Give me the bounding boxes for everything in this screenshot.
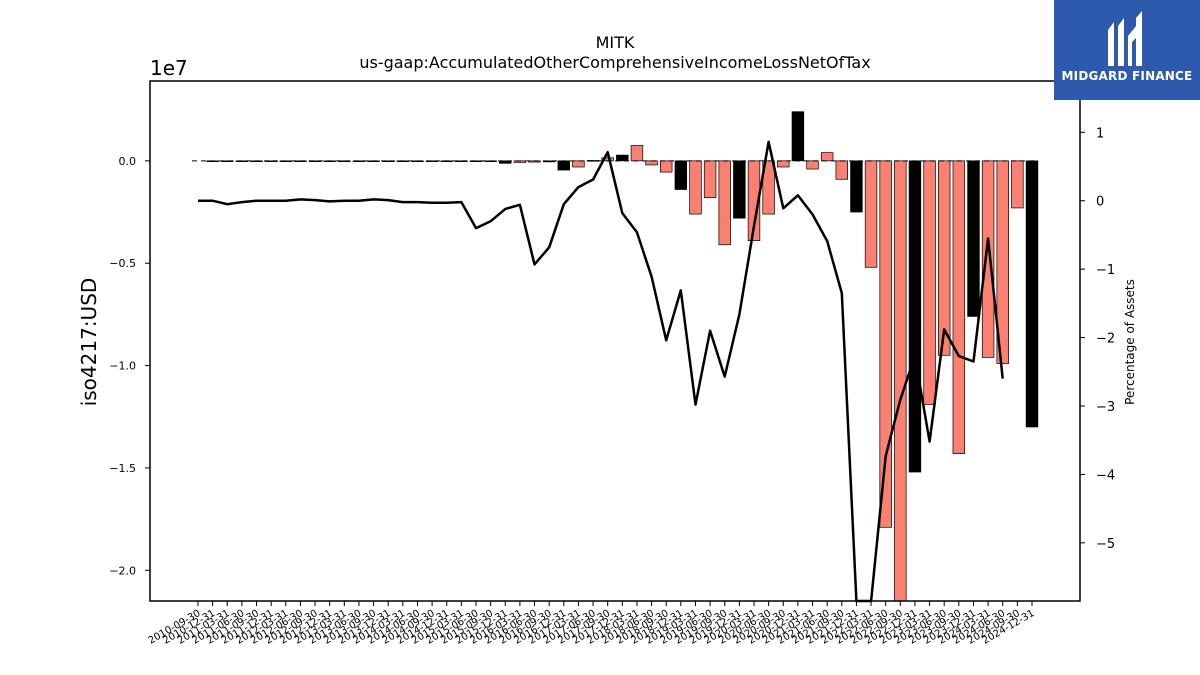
bar-2024-03-31 — [981, 160, 995, 358]
plot-area-frame — [149, 80, 1081, 602]
bar-2023-06-30 — [938, 160, 951, 356]
bar-2022-06-30 — [879, 160, 892, 528]
y-tick-label: −2.0 — [109, 564, 136, 577]
bar-2021-12-31 — [850, 160, 863, 213]
bar-2019-09-30 — [718, 160, 731, 246]
bar-2021-09-30 — [835, 160, 848, 180]
bar-2021-03-31 — [806, 160, 819, 170]
chart-title: MITK — [596, 33, 635, 52]
y2-tick-label: −1 — [1096, 263, 1115, 278]
y-tick-label: −1.5 — [109, 462, 136, 475]
bar-2018-12-31 — [674, 160, 688, 190]
bar-2018-06-30 — [645, 160, 658, 166]
y-tick-label: −1.0 — [109, 360, 136, 373]
bar-2024-09-30 — [1011, 160, 1024, 209]
bar-2022-09-30 — [894, 160, 907, 602]
bar-2023-12-31 — [967, 160, 980, 317]
bar-2022-03-31 — [864, 160, 878, 268]
bar-2018-09-30 — [660, 160, 673, 173]
bar-2020-09-30 — [777, 160, 790, 168]
chart-subtitle: us-gaap:AccumulatedOtherComprehensiveInc… — [359, 53, 870, 72]
y2-tick-label: 1 — [1096, 126, 1104, 141]
bar-2015-12-31 — [499, 160, 512, 164]
bar-2017-03-31 — [572, 160, 585, 168]
y2-tick-label: −5 — [1096, 537, 1115, 552]
bar-2018-03-31 — [630, 145, 644, 162]
y-tick-label: 0.0 — [119, 155, 137, 168]
y2-tick-label: −4 — [1096, 468, 1115, 483]
bar-2019-06-30 — [703, 160, 717, 199]
bar-2023-09-30 — [952, 160, 966, 454]
bar-2019-03-31 — [689, 160, 702, 215]
y-axis-label: iso4217:USD — [77, 278, 101, 407]
bar-2023-03-31 — [923, 160, 936, 405]
bar-2021-06-30 — [820, 152, 834, 162]
y2-axis-label: Percentage of Assets — [1123, 279, 1137, 405]
y2-tick-label: 0 — [1096, 195, 1104, 210]
bar-2024-12-31 — [1025, 160, 1039, 428]
bar-2016-09-30 — [542, 160, 556, 163]
bar-2022-12-31 — [908, 160, 922, 473]
y-tick-label: −0.5 — [109, 257, 136, 270]
bar-2020-12-31 — [791, 111, 805, 162]
y2-tick-label: −3 — [1096, 400, 1115, 415]
brand-logo: MIDGARD FINANCE — [1054, 0, 1200, 100]
y-multiplier-label: 1e7 — [150, 56, 188, 80]
y2-tick-label: −2 — [1096, 332, 1115, 347]
midgard-m-logo-icon — [1108, 11, 1142, 66]
bar-2019-12-31 — [733, 160, 746, 219]
bar-2017-12-31 — [616, 154, 629, 162]
bar-2016-12-31 — [557, 160, 570, 171]
brand-name: MIDGARD FINANCE — [1061, 69, 1193, 83]
